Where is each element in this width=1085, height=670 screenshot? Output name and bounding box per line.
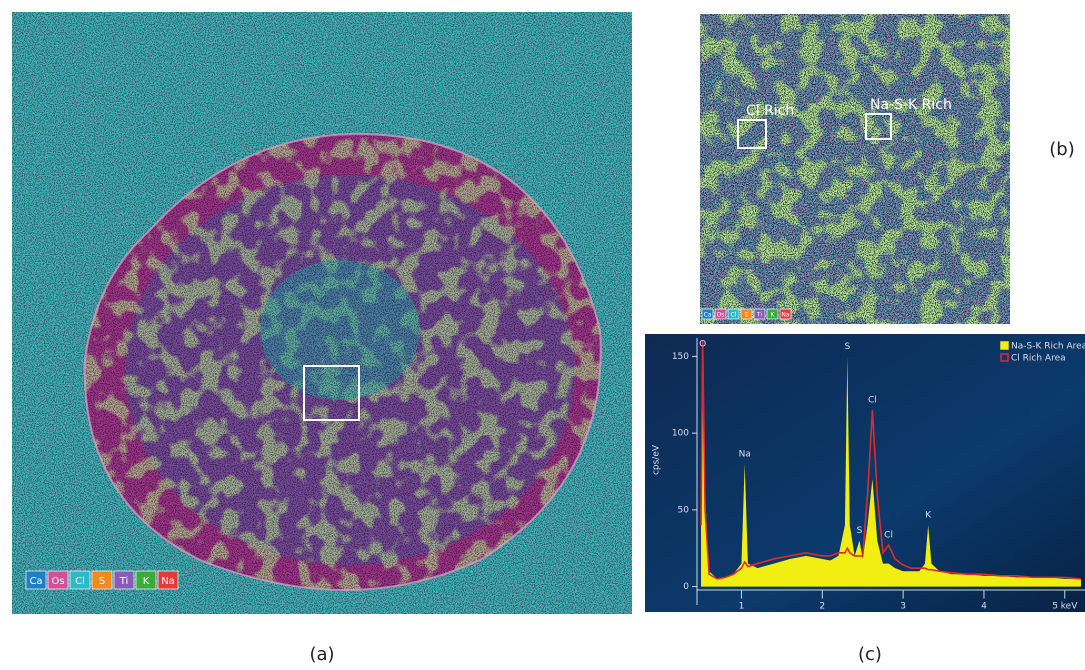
element-legend: Ca Os Cl S Ti K Na [701, 308, 792, 320]
legend-label: Na [781, 312, 789, 319]
peak-label: Cl [868, 396, 877, 406]
legend-chip [714, 308, 727, 320]
x-tick-label: 4 [981, 602, 987, 612]
legend-label: K [771, 312, 776, 319]
legend-label: Cl [75, 576, 85, 587]
legend-chip [779, 308, 792, 320]
legend-label: Cl Rich Area [1011, 354, 1066, 364]
panel-b-image [700, 14, 1010, 324]
legend-swatch [1000, 353, 1009, 362]
peak-label: O [699, 340, 706, 350]
region-label: Cl Rich [746, 103, 794, 119]
x-tick-label: 1 [739, 602, 745, 612]
legend-chip [727, 308, 740, 320]
y-tick-label: 150 [672, 352, 689, 362]
legend-chip [135, 570, 157, 590]
legend-chip [69, 570, 91, 590]
x-tick-label: 2 [819, 602, 825, 612]
peak-label: S [857, 526, 863, 536]
region-label: Na-S-K Rich [870, 97, 952, 113]
legend-label: S [99, 576, 105, 587]
y-tick-label: 50 [678, 505, 690, 515]
legend-chip [157, 570, 179, 590]
legend-chip [47, 570, 69, 590]
y-axis-label: cps/eV [652, 444, 662, 475]
panel-label: (a) [309, 644, 334, 665]
y-tick-label: 0 [683, 582, 689, 592]
legend-chip [753, 308, 766, 320]
x-tick-label: 3 [900, 602, 906, 612]
legend-label: Ti [756, 312, 762, 319]
panel-label: (c) [858, 644, 882, 665]
spectrum-line [700, 341, 1082, 580]
legend-label: Ca [29, 576, 42, 587]
legend-chip [740, 308, 753, 320]
legend-chip [91, 570, 113, 590]
peak-label: Cl [884, 531, 893, 541]
panel-a-image [12, 12, 632, 614]
legend-label: Na [161, 576, 175, 587]
legend-chip [113, 570, 135, 590]
y-tick-label: 100 [672, 429, 689, 439]
panel-label: (b) [1049, 139, 1074, 160]
legend-label: Na-S-K Rich Area [1011, 342, 1085, 352]
peak-label: S [844, 342, 850, 352]
legend-label: K [143, 576, 150, 587]
legend-chip [701, 308, 714, 320]
x-tick-label: 5 keV [1052, 602, 1078, 612]
legend-label: Os [717, 312, 725, 319]
legend-chip [25, 570, 47, 590]
legend-label: Ca [704, 312, 712, 319]
peak-label: K [925, 511, 932, 521]
legend-label: Os [51, 576, 64, 587]
legend-label: S [745, 312, 749, 319]
legend-swatch [1000, 341, 1009, 350]
peak-label: Na [739, 449, 751, 459]
legend-label: Ti [119, 576, 129, 587]
legend-label: Cl [731, 312, 737, 319]
legend-chip [766, 308, 779, 320]
element-legend: Ca Os Cl S Ti K Na [25, 570, 179, 590]
